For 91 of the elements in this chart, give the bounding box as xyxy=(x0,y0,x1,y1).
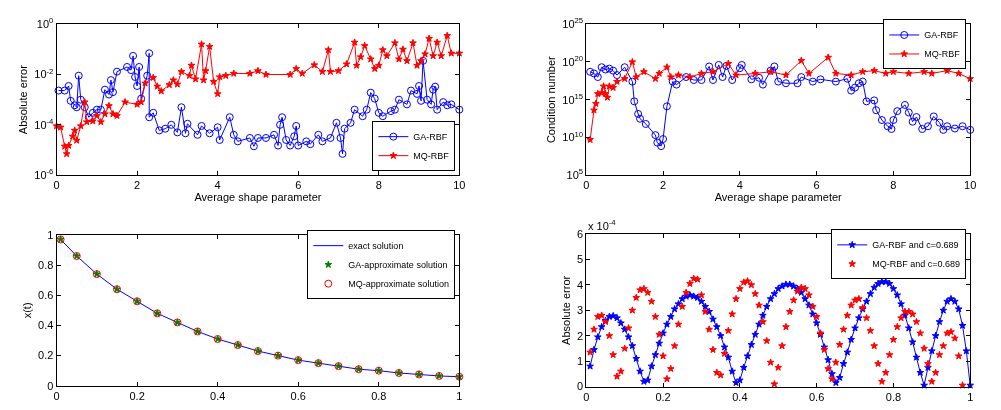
point xyxy=(927,69,936,77)
point xyxy=(954,69,963,77)
x-tick-label: 0.8 xyxy=(885,390,902,403)
legend-label: GA-RBF xyxy=(413,132,448,143)
point xyxy=(732,71,740,79)
y-tick-label: 5 xyxy=(576,253,584,266)
x-tick-label: 0.4 xyxy=(732,390,748,403)
point xyxy=(847,71,856,79)
y-tick-label: 0.6 xyxy=(38,289,54,302)
y-tick-label: 10$^{-4}$ xyxy=(34,117,55,131)
point xyxy=(904,69,913,77)
y-tick-label: 1 xyxy=(576,355,584,368)
y-axis-title: Condition number xyxy=(544,55,557,144)
y-tick-label: 1 xyxy=(47,228,54,241)
point xyxy=(858,67,867,76)
legend-label: GA-RBF xyxy=(924,30,959,41)
x-tick-label: 1 xyxy=(456,389,463,402)
text: x 10$^{-4}$ xyxy=(588,218,617,232)
point xyxy=(881,69,890,77)
x-tick-label: 0.4 xyxy=(210,389,226,402)
x-tick-label: 0.8 xyxy=(371,389,387,402)
point xyxy=(832,69,840,77)
legend-label: MQ-RBF xyxy=(924,49,961,60)
x-tick-label: 10 xyxy=(453,179,466,192)
y-tick-label: 10$^{25}$ xyxy=(562,16,584,31)
y-axis-title: Absolute error xyxy=(16,64,29,135)
point xyxy=(870,66,879,74)
y-tick-label: 10$^{0}$ xyxy=(36,16,54,31)
point xyxy=(609,83,617,91)
x-axis-title: Average shape parameter xyxy=(194,191,322,204)
point xyxy=(709,67,717,76)
point xyxy=(620,74,629,83)
y-tick-label: 3 xyxy=(576,304,584,317)
x-axis-title: Average shape parameter xyxy=(714,191,843,204)
point xyxy=(599,82,608,90)
point xyxy=(613,77,621,85)
point xyxy=(797,56,806,64)
y-tick-label: 2 xyxy=(576,329,584,342)
y-tick-label: 10$^{10}$ xyxy=(562,129,584,144)
point xyxy=(663,63,671,71)
x-tick-label: 6 xyxy=(813,179,820,192)
point xyxy=(751,69,760,77)
point xyxy=(782,71,790,79)
legend-label: MQ-approximate solution xyxy=(348,279,449,290)
legend-label: GA-RBF and c=0.689 xyxy=(872,240,959,251)
y-axis-title: Absolute error xyxy=(559,275,572,345)
y-tick-label: 0.2 xyxy=(38,349,54,362)
y-tick-label: 6 xyxy=(576,227,584,240)
y-tick-label: 10$^{5}$ xyxy=(566,167,584,181)
point xyxy=(666,73,675,81)
x-tick-label: 2 xyxy=(134,179,141,192)
y-tick-label: 10$^{15}$ xyxy=(562,91,584,106)
legend-label: exact solution xyxy=(348,241,404,252)
point xyxy=(590,106,598,114)
point xyxy=(674,71,683,79)
legend-label: GA-approximate solution xyxy=(348,260,448,271)
point xyxy=(686,73,694,81)
x-tick-label: 8 xyxy=(375,179,382,192)
y-tick-label: 0 xyxy=(47,379,54,392)
point xyxy=(655,69,664,77)
x-tick-label: 6 xyxy=(295,179,302,192)
point xyxy=(632,73,641,81)
point xyxy=(805,69,813,77)
legend-label: MQ-RBF xyxy=(413,151,450,162)
y-tick-label: 10$^{20}$ xyxy=(562,54,584,68)
point xyxy=(603,93,612,101)
x-tick-label: 0.2 xyxy=(655,390,671,403)
point xyxy=(640,67,648,76)
x-tick-label: 2 xyxy=(660,179,667,192)
x-tick-label: 0.2 xyxy=(129,389,145,402)
x-tick-label: 10 xyxy=(964,179,977,192)
point xyxy=(697,69,706,77)
y-axis-title: x(t) xyxy=(20,302,33,319)
y-tick-label: 10$^{-6}$ xyxy=(34,167,54,181)
point xyxy=(651,74,660,83)
legend-label: MQ-RBF and c=0.689 xyxy=(872,259,961,270)
y-tick-label: 0.8 xyxy=(38,258,54,271)
point xyxy=(628,57,637,66)
x-tick-label: 8 xyxy=(890,179,897,192)
point xyxy=(824,53,832,61)
y-tick-label: 4 xyxy=(576,278,584,291)
y-tick-label: 10$^{-2}$ xyxy=(34,66,54,81)
point xyxy=(592,99,600,107)
x-tick-label: 4 xyxy=(214,179,221,192)
x-tick-label: 4 xyxy=(736,179,743,192)
x-tick-label: 0.6 xyxy=(290,389,306,402)
x-tick-label: 0.6 xyxy=(808,390,825,403)
point xyxy=(586,135,594,143)
y-tick-label: 0.4 xyxy=(38,319,54,332)
x-tick-label: 1 xyxy=(967,390,974,403)
y-tick-label: 0 xyxy=(576,380,584,393)
